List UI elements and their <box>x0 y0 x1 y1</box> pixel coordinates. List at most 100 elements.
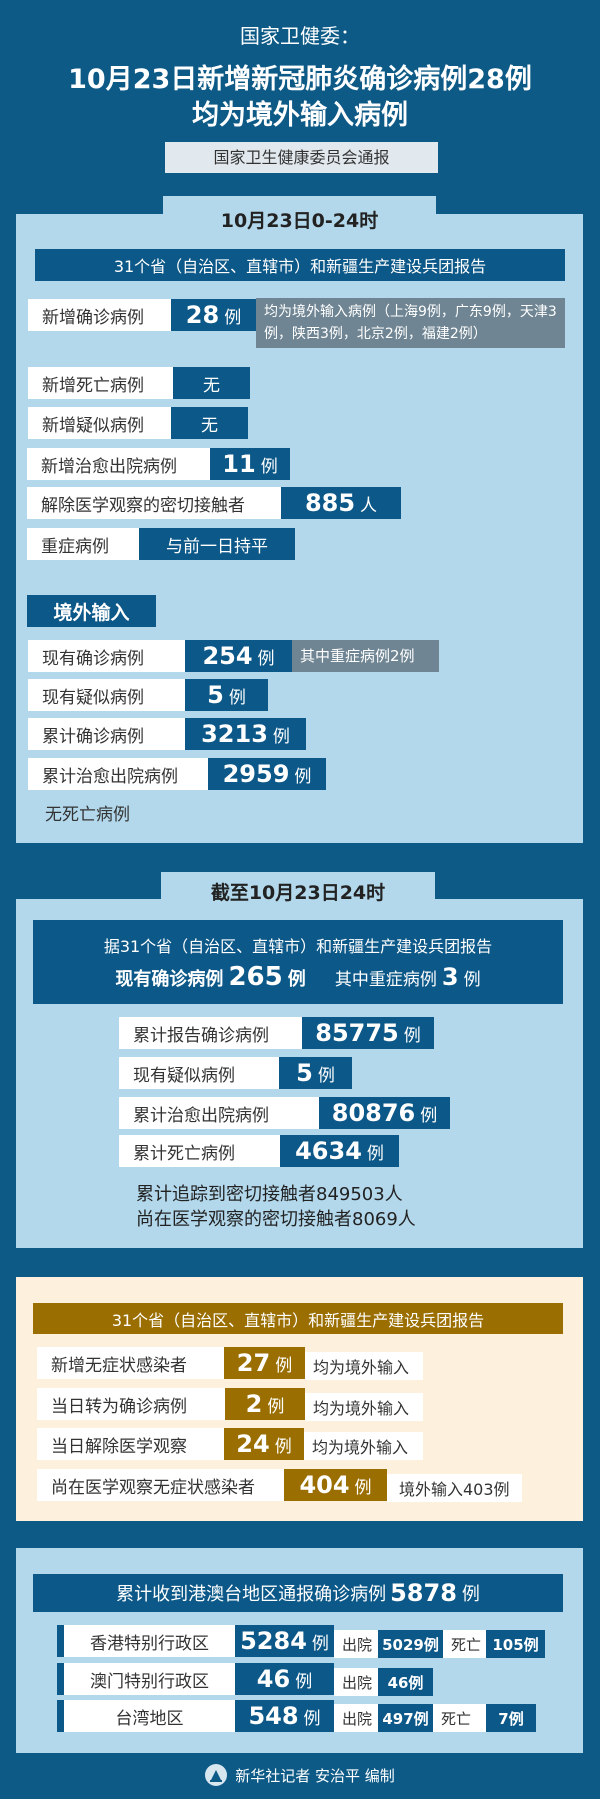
row-number: 2959 <box>222 760 290 788</box>
region-unit: 例 <box>311 1633 329 1654</box>
death-value: 105例 <box>486 1630 545 1658</box>
row-unit: 例 <box>366 1143 384 1164</box>
row-value: 3213 例 <box>185 718 306 750</box>
row-note: 均为境外输入 <box>305 1393 423 1421</box>
row-label: 现有确诊病例 <box>28 640 185 672</box>
row-label: 尚在医学观察无症状感染者 <box>37 1469 284 1501</box>
row-value: 11 例 <box>210 448 290 480</box>
source-label: 国家卫生健康委员会通报 <box>165 142 438 173</box>
region-value: 5284 例 <box>235 1625 334 1657</box>
row-note: 均为境外输入 <box>305 1352 423 1380</box>
row-value: 24 例 <box>224 1428 304 1460</box>
death-label: 死亡 <box>433 1704 486 1732</box>
discharged-value: 497例 <box>378 1704 433 1732</box>
row-unit: 例 <box>420 1105 438 1126</box>
row-unit: 例 <box>317 1065 335 1086</box>
hmt-banner-unit: 例 <box>461 1584 480 1605</box>
region-unit: 例 <box>295 1671 313 1692</box>
row-number: 24 <box>236 1430 270 1458</box>
page-title-line2: 均为境外输入病例 <box>192 100 408 131</box>
region-number: 46 <box>256 1665 291 1693</box>
row-label: 累计死亡病例 <box>119 1135 280 1167</box>
row-label: 累计确诊病例 <box>28 718 185 750</box>
discharged-label: 出院 <box>334 1704 378 1732</box>
row-label: 解除医学观察的密切接触者 <box>27 487 281 519</box>
row-number: 2 <box>245 1390 263 1418</box>
contacts-traced: 累计追踪到密切接触者849503人 <box>136 1184 403 1205</box>
imported-footnote: 无死亡病例 <box>45 805 130 825</box>
row-number: 80876 <box>331 1099 416 1127</box>
row-note: 均为境外输入病例（上海9例，广东9例，天津3例，陕西3例，北京2例，福建2例） <box>256 298 565 348</box>
row-label: 新增治愈出院病例 <box>27 448 210 480</box>
imported-title: 境外输入 <box>27 595 156 627</box>
row-number: 5 <box>296 1059 313 1087</box>
row-label: 新增死亡病例 <box>28 367 173 399</box>
current-label: 现有确诊病例 <box>115 969 224 990</box>
discharged-label: 出院 <box>334 1668 378 1696</box>
contacts-observed: 尚在医学观察的密切接触者8069人 <box>136 1209 416 1230</box>
row-value: 404 例 <box>284 1469 387 1501</box>
row-label: 重症病例 <box>27 528 139 560</box>
row-number: 254 <box>202 642 253 670</box>
row-marker <box>57 1663 64 1695</box>
row-unit: 例 <box>403 1025 421 1046</box>
asymptomatic-banner: 31个省（自治区、直辖市）和新疆生产建设兵团报告 <box>33 1303 563 1334</box>
row-value: 4634 例 <box>280 1135 399 1167</box>
row-label: 新增疑似病例 <box>28 407 171 439</box>
cumulative-tab: 截至10月23日24时 <box>161 872 435 906</box>
row-value: 无 <box>173 367 250 399</box>
region-number: 548 <box>248 1702 299 1730</box>
daily-banner: 31个省（自治区、直辖市）和新疆生产建设兵团报告 <box>35 249 565 281</box>
death-value: 7例 <box>486 1704 536 1732</box>
row-number: 27 <box>236 1349 271 1377</box>
row-label: 新增无症状感染者 <box>37 1347 224 1379</box>
row-label: 现有疑似病例 <box>28 679 185 711</box>
row-note: 均为境外输入 <box>304 1432 423 1460</box>
row-value: 885 人 <box>281 487 401 519</box>
row-unit: 例 <box>224 307 242 328</box>
row-label: 当日转为确诊病例 <box>37 1388 225 1420</box>
row-number: 404 <box>299 1471 350 1499</box>
region-value: 548 例 <box>235 1700 334 1732</box>
region-number: 5284 <box>240 1627 307 1655</box>
kicker: 国家卫健委： <box>240 24 360 48</box>
discharged-label: 出院 <box>334 1630 378 1658</box>
footer: 新华社记者 安治平 编制 <box>0 1764 600 1786</box>
row-unit: 例 <box>272 726 290 747</box>
row-number: 4634 <box>295 1137 362 1165</box>
row-label: 现有疑似病例 <box>119 1057 279 1089</box>
row-label: 累计治愈出院病例 <box>119 1097 319 1129</box>
severe-unit: 例 <box>463 970 481 990</box>
daily-tab-label: 10月23日0-24时 <box>220 210 379 232</box>
row-unit: 例 <box>354 1477 372 1498</box>
row-value: 无 <box>171 407 248 439</box>
region-value: 46 例 <box>235 1663 334 1695</box>
severe-label: 其中重症病例 <box>334 970 437 990</box>
row-value: 28 例 <box>171 299 256 331</box>
row-value: 85775 例 <box>302 1017 434 1049</box>
row-note: 其中重症病例2例 <box>292 640 439 672</box>
row-label: 当日解除医学观察 <box>37 1428 224 1460</box>
row-number: 11 <box>222 450 256 478</box>
row-unit: 例 <box>260 456 278 477</box>
region-label: 澳门特别行政区 <box>64 1663 235 1695</box>
current-unit: 例 <box>287 969 306 990</box>
row-number: 5 <box>207 681 224 709</box>
row-number: 885 <box>304 489 356 517</box>
row-marker <box>57 1625 64 1657</box>
cumulative-banner-text: 据31个省（自治区、直辖市）和新疆生产建设兵团报告 <box>103 937 493 956</box>
row-value: 2959 例 <box>208 758 326 790</box>
row-label: 新增确诊病例 <box>28 299 171 331</box>
row-note: 境外输入403例 <box>387 1474 522 1502</box>
xinhua-logo-icon <box>205 1764 228 1786</box>
row-unit: 例 <box>274 1436 292 1457</box>
row-label: 累计报告确诊病例 <box>119 1017 302 1049</box>
region-unit: 例 <box>303 1708 321 1729</box>
row-value: 80876 例 <box>319 1097 450 1129</box>
hmt-banner-value: 5878 <box>390 1579 457 1607</box>
current-value: 265 <box>228 962 283 992</box>
